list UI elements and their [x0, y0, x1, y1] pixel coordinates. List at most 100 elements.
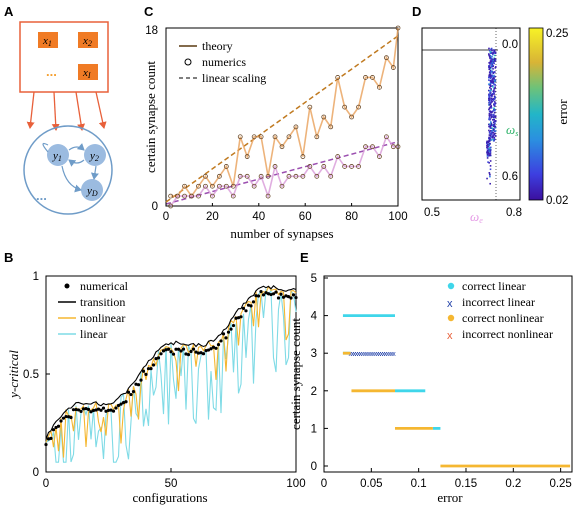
panel-e-ylabel: certain synapse count: [288, 318, 303, 430]
d-point: [493, 102, 495, 105]
d-point: [494, 79, 496, 82]
numerical-point: [191, 347, 196, 351]
d-point: [486, 144, 488, 147]
d-point: [494, 90, 496, 93]
panel-e-legend: correct linear x incorrect linear correc…: [447, 279, 553, 342]
d-point: [493, 123, 495, 126]
numerical-point: [284, 294, 288, 298]
d-point: [493, 130, 496, 133]
numerical-point: [156, 356, 161, 360]
d-point: [489, 173, 491, 176]
d-point: [493, 109, 496, 111]
numerics-point: [168, 193, 174, 199]
incorrect-linear-mark: x: [365, 351, 369, 358]
d-point: [491, 98, 494, 101]
numerics-point: [383, 55, 389, 61]
d-point: [493, 95, 496, 98]
d-point: [488, 94, 490, 97]
numerical-point: [96, 407, 101, 411]
incorrect-linear-mark: x: [353, 351, 357, 358]
incorrect-linear-mark: x: [392, 351, 396, 358]
d-point: [489, 147, 491, 150]
numerics-point: [307, 164, 313, 169]
d-point: [489, 68, 492, 70]
numerical-point: [251, 300, 256, 304]
recurrent-layer-circle: [23, 125, 113, 215]
nonlinear-line: [45, 285, 297, 458]
output-ellipsis: ...: [36, 188, 47, 203]
d-point: [490, 99, 492, 101]
d-point: [494, 116, 497, 118]
numerical-point: [114, 406, 118, 410]
d-point: [488, 123, 490, 126]
panel-b-ytick-0: 0: [33, 467, 39, 479]
legend-incorrect-nonlinear-marker: x: [447, 330, 453, 342]
linear-scaling-line-1: [165, 140, 399, 205]
d-point: [490, 127, 492, 129]
panel-b-xlabel: configurations: [132, 490, 207, 505]
numerical-point: [241, 306, 246, 310]
numerical-point: [194, 350, 198, 354]
d-point: [493, 89, 495, 91]
d-point: [488, 96, 490, 99]
numerical-point: [56, 424, 61, 428]
numerical-point: [101, 406, 106, 410]
d-point: [492, 52, 495, 54]
incorrect-linear-mark: x: [349, 351, 353, 358]
d-point: [493, 77, 495, 79]
numerical-point: [74, 407, 78, 412]
d-point: [489, 51, 492, 53]
d-point: [488, 89, 490, 92]
colorbar-tick-min: 0.02: [546, 195, 568, 207]
d-point: [493, 101, 496, 103]
d-point: [488, 134, 491, 136]
linear-scaling-line-0: [165, 35, 399, 203]
numerics-point: [175, 193, 181, 199]
numerical-point: [226, 330, 231, 334]
panel-c-ticks: 0 20 40 60 80 100 0 18: [145, 25, 407, 223]
numerics-point: [363, 144, 368, 150]
legend-numerical: numerical: [80, 279, 129, 293]
numerical-point: [246, 303, 251, 307]
numerical-point: [124, 400, 128, 404]
d-point: [490, 111, 492, 113]
numerics-point: [203, 173, 208, 179]
svg-text:yD: yD: [86, 185, 98, 198]
panel-d-ysym: ωs: [506, 122, 518, 138]
numerical-point: [249, 304, 253, 308]
d-point: [488, 132, 491, 134]
d-point: [493, 54, 496, 57]
numerical-point: [61, 416, 66, 420]
d-point: [486, 140, 489, 143]
svg-text:y1: y1: [52, 150, 62, 163]
d-point: [488, 140, 490, 142]
d-point: [490, 59, 492, 62]
d-point: [492, 92, 494, 95]
incorrect-linear-mark: x: [390, 351, 394, 358]
numerical-point: [154, 356, 158, 361]
d-point: [493, 80, 496, 83]
panel-b-xtick-0: 0: [43, 478, 49, 490]
d-point: [488, 75, 490, 77]
d-point: [489, 84, 492, 87]
incorrect-linear-mark: x: [361, 351, 365, 358]
panel-c-data: [165, 25, 401, 209]
panel-e-ytick-4: 4: [311, 311, 318, 323]
d-point: [490, 89, 492, 91]
d-point: [491, 95, 493, 98]
numerical-point: [181, 347, 186, 351]
d-point: [488, 112, 491, 115]
panel-e-ticks: 0 0.05 0.1 0.15 0.2 0.25 0 1 2 3 4 5: [311, 273, 572, 490]
d-point: [489, 125, 492, 127]
legend-transition: transition: [80, 295, 125, 309]
d-point: [492, 91, 495, 94]
numerical-point: [176, 347, 181, 351]
numerics-point: [370, 75, 375, 80]
panel-e-xlabel: error: [437, 490, 463, 505]
d-point: [489, 151, 492, 154]
d-point: [492, 79, 494, 82]
numerics-point: [383, 134, 389, 140]
d-point: [493, 129, 495, 132]
d-point: [494, 84, 496, 86]
